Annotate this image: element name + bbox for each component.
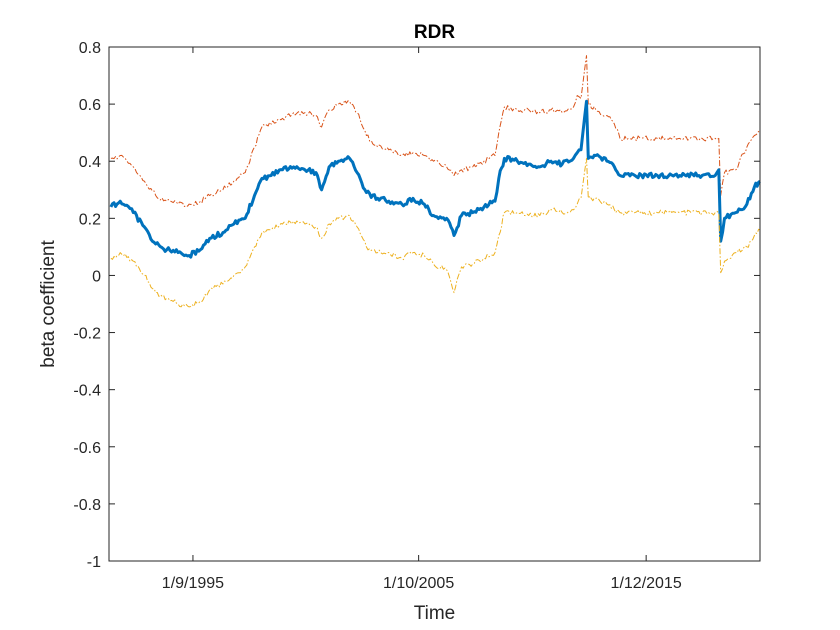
y-tick-label: -0.8 (73, 497, 101, 514)
y-tick-label: 0.2 (79, 211, 101, 228)
y-tick-label: 0.4 (79, 154, 101, 171)
y-tick-label: 0.6 (79, 97, 101, 114)
y-tick-label: 0.8 (79, 40, 101, 57)
series-line-2 (109, 99, 761, 259)
axes-layer: -1 -0.8 -0.6 -0.4 -0.2 0 0.2 0.4 0.6 0.8 1/9/1995 1… (73, 40, 761, 592)
series-line-1 (110, 55, 761, 207)
x-tick-label: 1/12/2015 (611, 575, 682, 592)
y-tick-label: -1 (87, 554, 101, 571)
y-axis-label: beta coefficient (38, 240, 59, 368)
y-tick-label: -0.2 (73, 326, 101, 343)
chart-title: RDR (414, 22, 455, 43)
x-tick-label: 1/9/1995 (162, 575, 224, 592)
y-tick-label: -0.6 (73, 440, 101, 457)
series-layer (109, 55, 761, 308)
x-axis-label: Time (414, 603, 456, 624)
x-tick-label: 1/10/2005 (383, 575, 454, 592)
series-line-3 (110, 157, 761, 308)
y-tick-label: -0.4 (73, 383, 101, 400)
plot-box (108, 46, 761, 562)
y-tick-label: 0 (92, 268, 101, 285)
